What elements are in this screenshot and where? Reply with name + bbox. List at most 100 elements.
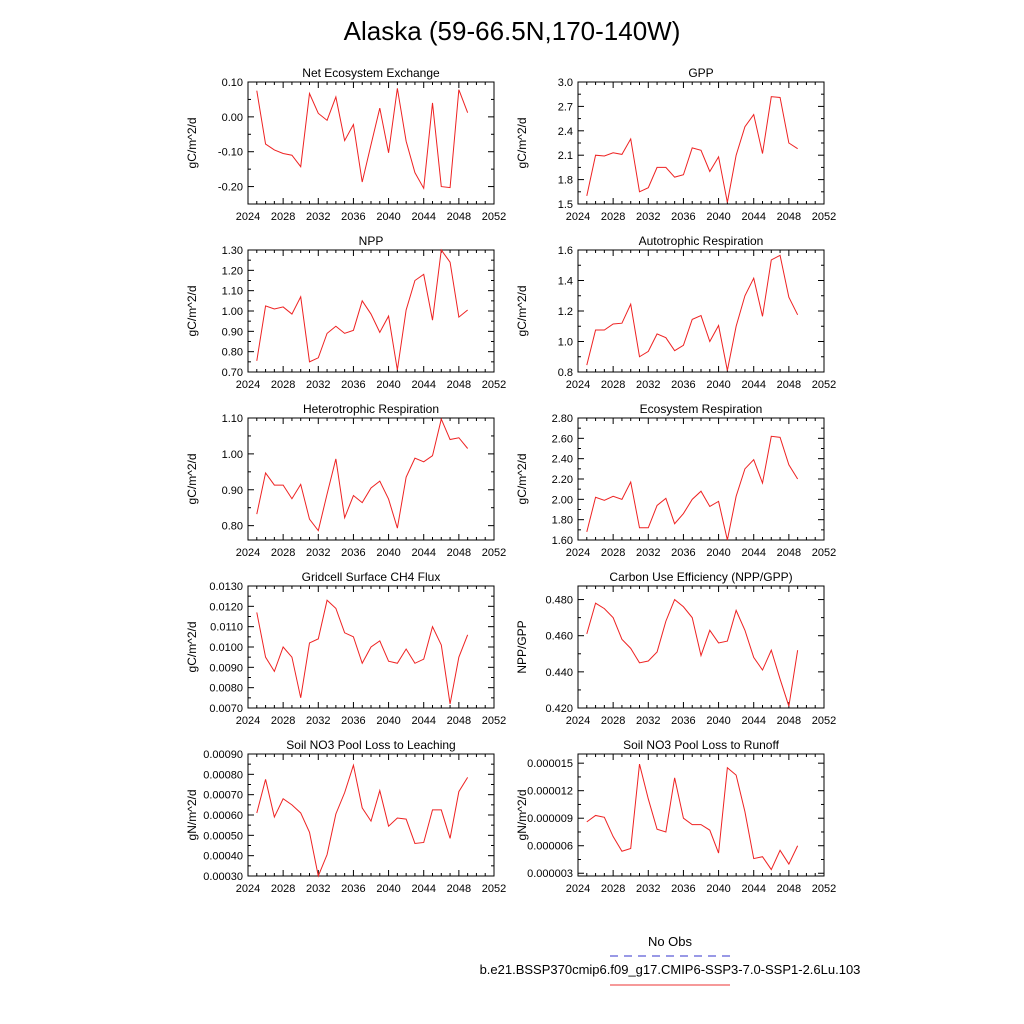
series-line [256,248,468,371]
x-tick-label: 2044 [741,883,765,895]
panel-9: Soil NO3 Pool Loss to Leaching gN/m^2/d 20… [185,738,506,895]
x-tick-label: 2024 [566,715,590,727]
y-tick-label: 0.460 [545,631,573,643]
panel-4: Autotrophic Respiration gC/m^2/d 2024 2028 2… [515,234,836,391]
y-tick-label: 1.6 [558,245,573,257]
x-tick-label: 2024 [236,883,260,895]
x-tick-label: 2048 [777,715,801,727]
x-tick-label: 2024 [566,211,590,223]
y-tick-label: 0.00050 [203,830,243,842]
x-tick-label: 2028 [601,883,625,895]
y-tick-label: 3.0 [558,77,573,89]
x-tick-label: 2044 [411,547,435,559]
y-tick-label: 0.80 [222,347,243,359]
y-tick-label: 1.0 [558,337,573,349]
y-axis-label: gN/m^2/d [185,790,199,841]
series-line [586,598,799,707]
x-tick-label: 2040 [706,715,730,727]
y-tick-label: 0.00090 [203,749,243,761]
x-tick-label: 2044 [411,715,435,727]
x-tick-label: 2052 [482,379,506,391]
y-tick-label: 1.30 [222,245,243,257]
panel-10: Soil NO3 Pool Loss to Runoff gN/m^2/d 2024… [515,738,836,895]
y-tick-label: 1.2 [558,306,573,318]
x-tick-label: 2036 [341,883,365,895]
x-tick-label: 2024 [236,211,260,223]
plot-frame [247,417,495,541]
x-tick-label: 2044 [411,883,435,895]
y-tick-label: 0.0070 [209,703,243,715]
x-tick-label: 2032 [636,883,660,895]
y-tick-label: 0.80 [222,521,243,533]
y-tick-label: 0.0080 [209,683,243,695]
y-axis-label: NPP/GPP [515,620,529,673]
x-tick-label: 2028 [271,211,295,223]
x-tick-label: 2052 [812,547,836,559]
x-tick-label: 2032 [636,211,660,223]
x-tick-label: 2036 [671,211,695,223]
y-tick-label: 2.4 [558,126,573,138]
y-tick-label: 2.1 [558,150,573,162]
x-tick-label: 2048 [447,715,471,727]
y-axis-label: gC/m^2/d [185,454,199,505]
x-tick-label: 2040 [706,547,730,559]
y-axis-label: gC/m^2/d [185,118,199,169]
series-line [256,599,469,705]
x-tick-label: 2052 [812,715,836,727]
x-tick-label: 2040 [706,379,730,391]
x-tick-label: 2048 [777,883,801,895]
plot-frame [247,753,495,877]
panel-8: Carbon Use Efficiency (NPP/GPP) NPP/GPP 20… [515,570,836,727]
x-tick-label: 2048 [447,547,471,559]
x-tick-label: 2036 [341,715,365,727]
x-tick-label: 2032 [306,379,330,391]
x-tick-label: 2032 [306,547,330,559]
x-tick-label: 2028 [601,211,625,223]
y-tick-label: 1.4 [558,276,573,288]
x-tick-label: 2040 [376,211,400,223]
y-tick-label: 0.00060 [203,810,243,822]
y-tick-label: 0.420 [545,703,573,715]
x-tick-label: 2024 [566,379,590,391]
y-tick-label: 0.10 [222,77,243,89]
panel-title: NPP [359,234,384,248]
y-tick-label: 0.90 [222,326,243,338]
x-tick-label: 2028 [601,547,625,559]
x-tick-label: 2044 [411,211,435,223]
x-tick-label: 2044 [411,379,435,391]
x-tick-label: 2048 [447,379,471,391]
y-axis-label: gC/m^2/d [515,454,529,505]
y-tick-label: 0.00040 [203,851,243,863]
x-tick-label: 2040 [376,547,400,559]
x-tick-label: 2048 [777,379,801,391]
x-tick-label: 2028 [271,883,295,895]
x-tick-label: 2052 [812,379,836,391]
x-tick-label: 2044 [741,547,765,559]
y-axis-label: gN/m^2/d [515,790,529,841]
x-tick-label: 2028 [271,547,295,559]
series-line [586,763,799,871]
plot-frame [577,417,825,541]
plot-frame [577,585,825,709]
x-tick-label: 2052 [482,211,506,223]
x-tick-label: 2048 [447,883,471,895]
y-tick-label: 0.70 [222,367,243,379]
x-tick-label: 2028 [601,715,625,727]
panel-title: Net Ecosystem Exchange [302,66,440,80]
series-line [256,763,469,878]
series-line [256,88,469,190]
y-tick-label: 0.00080 [203,769,243,781]
y-tick-label: 2.20 [552,474,573,486]
y-tick-label: 0.0120 [209,601,243,613]
y-tick-label: 0.0130 [209,581,243,593]
panel-title: Ecosystem Respiration [640,402,763,416]
y-axis-label: gC/m^2/d [185,622,199,673]
y-tick-label: 1.5 [558,199,573,211]
y-tick-label: 1.00 [222,449,243,461]
series-line [586,435,799,541]
panel-title: Autotrophic Respiration [639,234,764,248]
x-tick-label: 2036 [671,379,695,391]
panel-title: Soil NO3 Pool Loss to Runoff [623,738,780,752]
y-tick-label: 1.10 [222,413,243,425]
